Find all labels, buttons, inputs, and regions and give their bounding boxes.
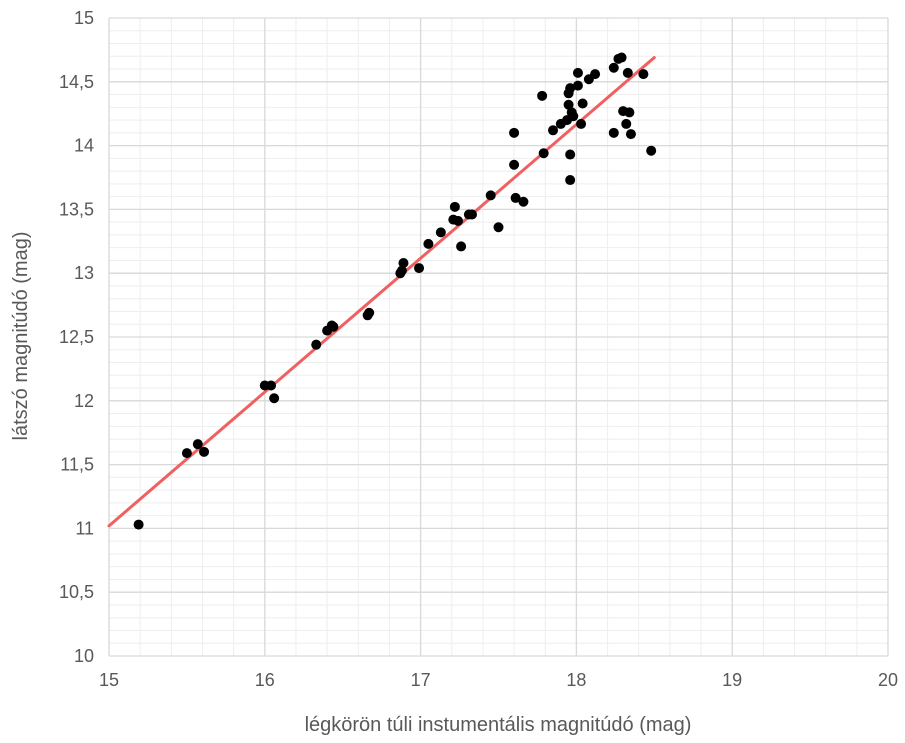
x-axis-tick-labels: 15 16 17 18 19 20 [99,670,898,690]
y-tick-label: 13 [74,263,94,283]
data-point [311,339,322,350]
data-point [563,99,574,110]
data-points [133,52,657,530]
data-point [456,241,467,252]
data-point [364,307,375,318]
data-point [396,265,407,276]
data-point [590,69,601,80]
data-point [192,439,203,450]
data-point [266,380,277,391]
data-point [133,519,144,530]
data-point [608,127,619,138]
data-point [510,192,521,203]
y-tick-label: 14 [74,136,94,156]
x-tick-label: 20 [878,670,898,690]
data-point [621,118,632,129]
data-point [537,90,548,101]
data-point [624,107,635,118]
y-axis-title: látszó magnitúdó (mag) [10,232,32,441]
data-point [538,148,549,159]
data-point [548,125,559,136]
data-point [622,67,633,78]
data-point [638,69,649,80]
data-point [509,159,520,170]
x-tick-label: 18 [566,670,586,690]
data-point [608,62,619,73]
x-tick-label: 16 [255,670,275,690]
y-tick-label: 10,5 [59,582,94,602]
y-tick-label: 11,5 [60,455,94,475]
data-point [616,52,627,63]
y-tick-label: 10 [74,646,94,666]
data-point [577,98,588,109]
data-point [572,80,583,91]
data-point [568,111,579,122]
data-point [565,83,576,94]
data-point [509,127,520,138]
data-point [518,196,529,207]
y-tick-label: 11 [75,518,94,538]
y-tick-label: 12,5 [59,327,94,347]
y-tick-label: 14,5 [59,72,94,92]
data-point [467,209,478,220]
data-point [572,67,583,78]
y-tick-label: 13,5 [59,199,94,219]
data-point [485,190,496,201]
data-point [576,118,587,129]
data-point [625,129,636,140]
data-point [414,263,425,274]
data-point [423,238,434,249]
data-point [328,321,339,332]
y-tick-label: 15 [74,8,94,28]
data-point [181,448,192,459]
y-axis-tick-labels: 10 10,5 11 11,5 12 12,5 13 13,5 14 14,5 15 [59,8,94,666]
data-point [646,145,657,156]
x-tick-label: 17 [411,670,431,690]
data-point [449,201,460,212]
x-tick-label: 15 [99,670,119,690]
data-point [452,215,463,226]
data-point [199,446,210,457]
data-point [398,257,409,268]
data-point [565,175,576,186]
data-point [493,222,504,233]
major-grid [108,17,889,657]
x-axis-title: légkörön túli instumentális magnitúdó (m… [305,714,692,736]
y-tick-label: 12 [74,391,94,411]
x-tick-label: 19 [722,670,742,690]
data-point [435,227,446,238]
data-point [565,149,576,160]
data-point [269,393,280,404]
